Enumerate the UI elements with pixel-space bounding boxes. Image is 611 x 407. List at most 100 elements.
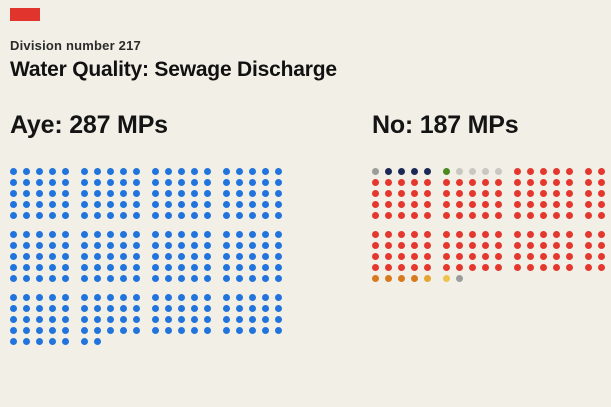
mp-dot (223, 294, 230, 301)
mp-dot (62, 275, 69, 282)
mp-dot (585, 212, 592, 219)
mp-dot (10, 338, 17, 345)
mp-dot (585, 201, 592, 208)
mp-dot (456, 179, 463, 186)
mp-dot (10, 316, 17, 323)
mp-dot (36, 294, 43, 301)
mp-dot (178, 305, 185, 312)
mp-dot (443, 179, 450, 186)
mp-dot (585, 179, 592, 186)
mp-dot (120, 190, 127, 197)
mp-dot (566, 264, 573, 271)
mp-dot (456, 264, 463, 271)
mp-dot (23, 305, 30, 312)
mp-dot (62, 201, 69, 208)
mp-dot (107, 264, 114, 271)
mp-dot (553, 201, 560, 208)
mp-dot (385, 275, 392, 282)
mp-dot (36, 264, 43, 271)
mp-dot (10, 264, 17, 271)
mp-dot (107, 327, 114, 334)
mp-dot (443, 201, 450, 208)
mp-dot (540, 179, 547, 186)
mp-dot (94, 305, 101, 312)
mp-dot (36, 179, 43, 186)
mp-dot (191, 242, 198, 249)
mp-dot (94, 242, 101, 249)
mp-dot (23, 264, 30, 271)
mp-dot (469, 201, 476, 208)
mp-dot (424, 179, 431, 186)
mp-dot (36, 231, 43, 238)
mp-dot (275, 316, 282, 323)
mp-dot (178, 231, 185, 238)
mp-dot (385, 168, 392, 175)
mp-dot (165, 294, 172, 301)
mp-dot (385, 212, 392, 219)
mp-dot (249, 212, 256, 219)
mp-dot (94, 212, 101, 219)
mp-dot (236, 242, 243, 249)
mp-dot (585, 231, 592, 238)
mp-dot (585, 253, 592, 260)
mp-dot (36, 316, 43, 323)
mp-dot (566, 179, 573, 186)
mp-dot (94, 253, 101, 260)
mp-dot (275, 275, 282, 282)
mp-dot (165, 179, 172, 186)
mp-dot (372, 212, 379, 219)
mp-dot (191, 316, 198, 323)
mp-dot (49, 242, 56, 249)
mp-dot (178, 316, 185, 323)
mp-dot (482, 231, 489, 238)
mp-dot (456, 231, 463, 238)
mp-dot (178, 190, 185, 197)
mp-dot (36, 242, 43, 249)
mp-dot (456, 168, 463, 175)
mp-dot (236, 201, 243, 208)
mp-dot (385, 201, 392, 208)
mp-dot (152, 275, 159, 282)
mp-dot (456, 201, 463, 208)
mp-dot (152, 179, 159, 186)
mp-dot (120, 212, 127, 219)
mp-dot (372, 264, 379, 271)
mp-dot (469, 231, 476, 238)
no-column: No: 187 MPs (372, 111, 611, 358)
mp-dot (204, 190, 211, 197)
mp-dot (152, 168, 159, 175)
mp-dot (540, 242, 547, 249)
mp-dot (385, 264, 392, 271)
mp-dot (165, 305, 172, 312)
mp-dot (107, 294, 114, 301)
mp-dot (165, 253, 172, 260)
mp-dot (514, 242, 521, 249)
mp-dot (411, 231, 418, 238)
mp-dot (411, 253, 418, 260)
mp-dot (236, 253, 243, 260)
mp-dot (81, 231, 88, 238)
mp-dot (585, 264, 592, 271)
mp-dot (107, 190, 114, 197)
mp-dot (62, 190, 69, 197)
mp-dot (191, 294, 198, 301)
mp-dot (553, 264, 560, 271)
mp-dot (527, 264, 534, 271)
mp-dot (249, 253, 256, 260)
mp-dot (275, 231, 282, 238)
mp-dot (262, 212, 269, 219)
mp-dot (424, 275, 431, 282)
mp-dot (23, 168, 30, 175)
mp-dot (62, 212, 69, 219)
mp-dot (49, 190, 56, 197)
mp-dot (81, 275, 88, 282)
mp-dot (527, 242, 534, 249)
mp-dot (49, 316, 56, 323)
mp-dot (191, 253, 198, 260)
mp-dot (62, 242, 69, 249)
mp-dot (411, 168, 418, 175)
mp-dot (204, 242, 211, 249)
mp-dot (107, 231, 114, 238)
mp-dot (469, 168, 476, 175)
mp-dot (23, 338, 30, 345)
